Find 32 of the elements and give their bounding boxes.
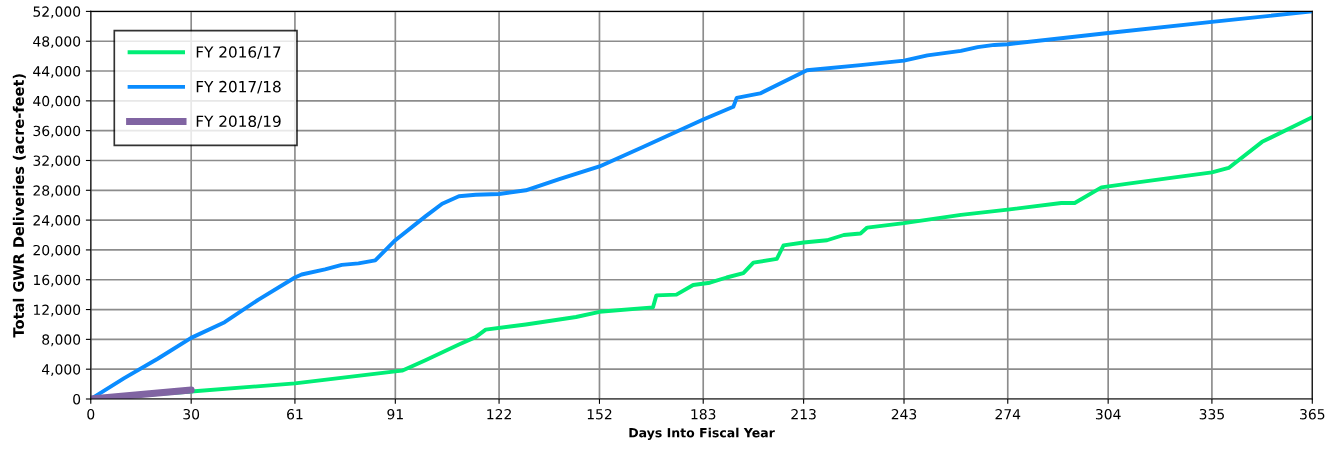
- y-tick-label: 16,000: [33, 274, 81, 287]
- y-tick-label: 20,000: [33, 244, 81, 257]
- x-tick-label: 61: [287, 408, 303, 420]
- x-tick-label: 304: [1095, 408, 1121, 420]
- x-tick-label: 30: [183, 408, 200, 420]
- y-tick-label: 48,000: [33, 36, 81, 49]
- y-tick-label: 32,000: [33, 155, 81, 168]
- y-tick-label: 28,000: [33, 185, 81, 198]
- y-tick-label: 44,000: [33, 66, 81, 78]
- x-tick-label: 0: [87, 408, 95, 420]
- x-tick-label: 243: [891, 408, 917, 420]
- x-tick-label: 91: [387, 408, 403, 420]
- y-axis-title: Total GWR Deliveries (acre-feet): [12, 74, 26, 338]
- legend-label: FY 2016/17: [196, 46, 281, 59]
- x-tick-label: 122: [487, 408, 511, 420]
- y-tick-label: 24,000: [33, 215, 81, 227]
- x-tick-label: 183: [691, 408, 716, 420]
- legend-label: FY 2018/19: [196, 115, 281, 129]
- y-tick-label: 36,000: [33, 125, 81, 138]
- x-tick-label: 365: [1300, 408, 1325, 420]
- y-tick-label: 4,000: [41, 364, 81, 377]
- x-tick-label: 335: [1199, 408, 1224, 420]
- x-axis-title: Days Into Fiscal Year: [629, 427, 775, 440]
- x-tick-label: 274: [995, 408, 1021, 420]
- x-tick-label: 152: [587, 408, 612, 420]
- y-tick-label: 40,000: [33, 95, 81, 108]
- x-tick-label: 213: [791, 408, 816, 420]
- y-tick-label: 8,000: [42, 334, 81, 347]
- y-tick-label: 0: [73, 393, 81, 405]
- y-tick-label: 52,000: [33, 6, 81, 19]
- legend-label: FY 2017/18: [196, 80, 281, 94]
- y-tick-label: 12,000: [33, 304, 81, 317]
